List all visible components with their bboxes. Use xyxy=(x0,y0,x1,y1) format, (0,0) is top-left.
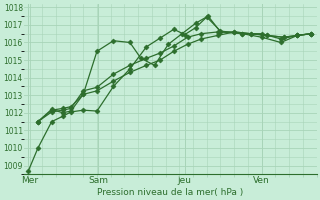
X-axis label: Pression niveau de la mer( hPa ): Pression niveau de la mer( hPa ) xyxy=(97,188,244,197)
